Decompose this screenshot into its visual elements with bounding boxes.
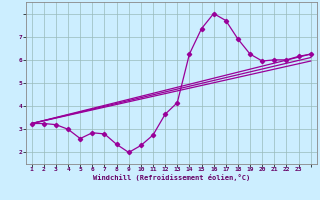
X-axis label: Windchill (Refroidissement éolien,°C): Windchill (Refroidissement éolien,°C): [92, 174, 250, 181]
